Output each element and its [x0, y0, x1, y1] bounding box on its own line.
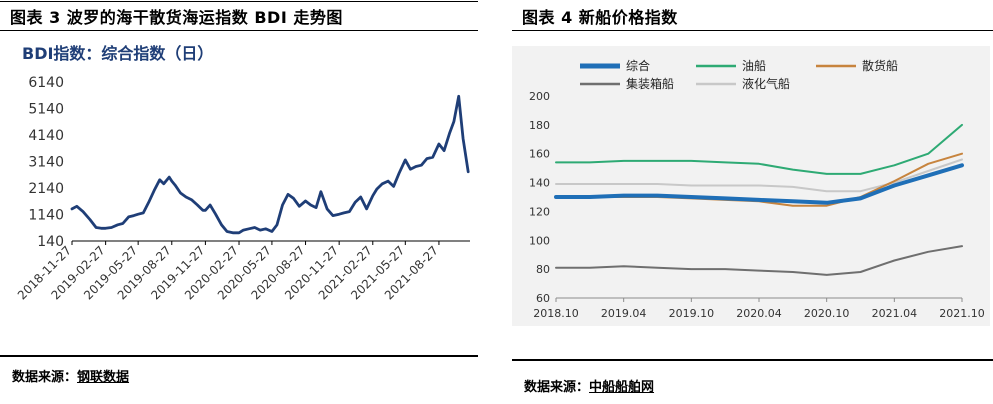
y-tick-label: 3140	[28, 155, 64, 171]
y-tick-label: 2140	[28, 181, 64, 197]
x-tick-label: 2020.10	[804, 307, 850, 320]
x-tick-label: 2019.04	[601, 307, 647, 320]
y-tick-label: 140	[529, 177, 550, 190]
source-line: 数据来源：中船船舶网	[524, 376, 654, 395]
y-tick-label: 200	[529, 90, 550, 103]
y-tick-label: 60	[536, 292, 550, 305]
legend-item: 综合	[580, 58, 650, 73]
ship-price-chart: 60 80 100 120 140 160 180 200 2018.10 2019.04 2019…	[512, 46, 990, 326]
legend-label: 集装箱船	[626, 76, 674, 91]
source-rule	[512, 359, 993, 361]
y-tick-label: 120	[529, 205, 550, 218]
x-tick-label: 2021.04	[872, 307, 918, 320]
top-rule	[0, 1, 478, 2]
legend-label: 液化气船	[742, 76, 790, 91]
y-tick-label: 5140	[28, 102, 64, 118]
x-tick-label: 2020.04	[736, 307, 782, 320]
y-tick-label: 6140	[28, 75, 64, 91]
title-rule	[0, 30, 478, 31]
legend-label: 油船	[742, 59, 766, 73]
legend-item: 散货船	[816, 58, 898, 73]
y-tick-label: 4140	[28, 128, 64, 144]
legend-item: 油船	[696, 59, 766, 73]
figure-title: 图表 4 新船价格指数	[522, 8, 678, 27]
legend-label: 综合	[626, 58, 650, 73]
y-tick-label: 80	[536, 263, 550, 276]
chart-title: BDI指数：综合指数（日）	[22, 44, 214, 63]
x-tick-label: 2021.10	[939, 307, 985, 320]
right-panel: 图表 4 新船价格指数 60 80 100 120 140 160 180 200 2018.1…	[512, 0, 993, 404]
series-line-4	[555, 158, 963, 193]
legend-label: 散货船	[862, 58, 898, 73]
source-label: 数据来源：	[524, 380, 590, 395]
y-tick-label: 100	[529, 234, 550, 247]
series-line-3	[555, 245, 963, 276]
source-name[interactable]: 中船船舶网	[589, 380, 655, 395]
y-tick-label: 1140	[28, 208, 64, 224]
x-tick-label: 2019.10	[669, 307, 715, 320]
series-line-0	[554, 163, 964, 205]
series-line-1	[555, 123, 963, 175]
left-panel: 图表 3 波罗的海干散货海运指数 BDI 走势图 BDI指数：综合指数（日） 1…	[0, 0, 478, 404]
y-tick-label: 180	[529, 119, 550, 132]
title-rule	[512, 30, 993, 31]
source-name[interactable]: 钢联数据	[77, 370, 130, 385]
source-rule	[0, 355, 478, 357]
source-label: 数据来源：	[12, 370, 78, 385]
bdi-chart: 1401140214031404140514061402018-11-27201…	[15, 75, 470, 302]
legend-item: 液化气船	[696, 76, 790, 91]
legend-item: 集装箱船	[580, 76, 674, 91]
bdi-series-line	[70, 94, 470, 235]
figure-title: 图表 3 波罗的海干散货海运指数 BDI 走势图	[10, 8, 343, 27]
y-tick-label: 140	[37, 234, 64, 250]
source-line: 数据来源：钢联数据	[12, 366, 129, 385]
y-tick-label: 160	[529, 148, 550, 161]
x-tick-label: 2018.10	[533, 307, 579, 320]
